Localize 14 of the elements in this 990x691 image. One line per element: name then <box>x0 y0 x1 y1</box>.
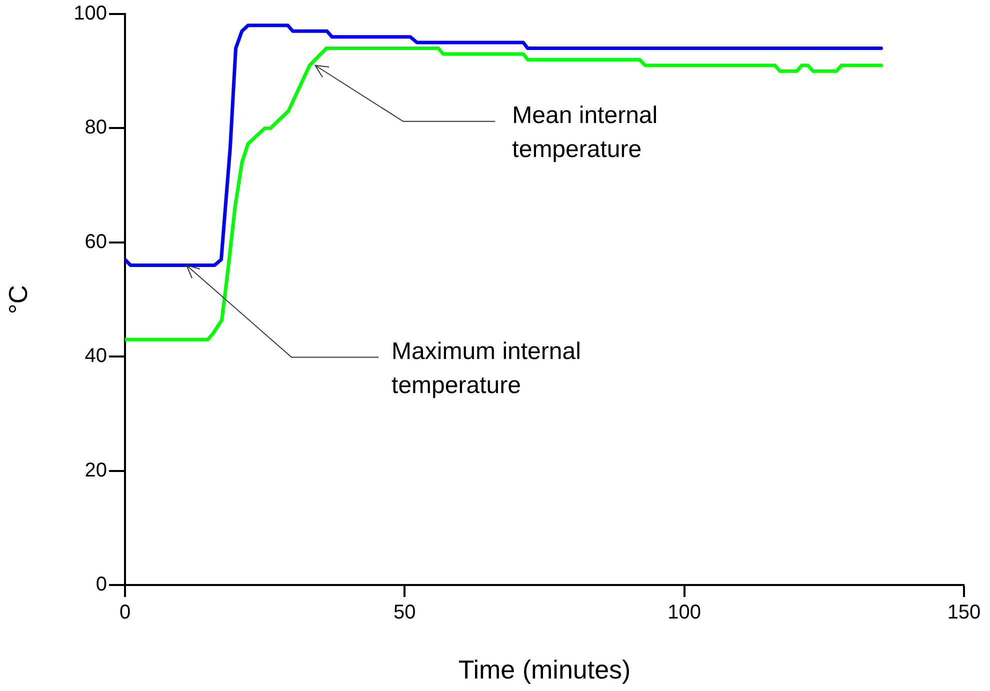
y-tick-label: 60 <box>84 230 107 253</box>
y-axis-title: °C <box>2 284 33 314</box>
annotation: Maximum internal temperature <box>392 338 581 399</box>
x-tick-label: 100 <box>668 602 702 624</box>
y-tick-label: 40 <box>84 345 107 368</box>
y-tick-label: 0 <box>96 574 107 596</box>
y-tick-label: 80 <box>84 116 107 139</box>
y-tick-label: 20 <box>84 459 107 482</box>
x-tick-label: 150 <box>947 602 981 624</box>
y-tick-label: 100 <box>74 2 107 25</box>
x-tick-label: 50 <box>394 602 416 624</box>
x-tick-label: 0 <box>119 602 131 624</box>
annotation: Mean internal temperature <box>512 102 658 164</box>
x-axis-title: Time (minutes) <box>458 654 631 685</box>
